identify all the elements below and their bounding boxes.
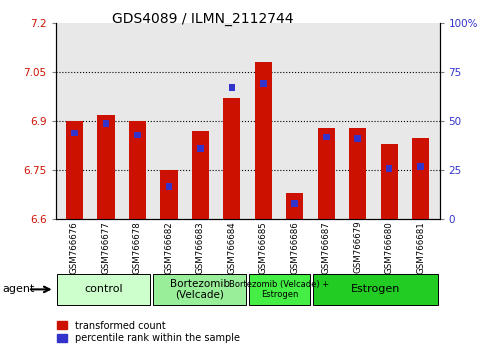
Bar	[286, 193, 303, 219]
Bar	[57, 274, 150, 305]
Bar	[412, 138, 429, 219]
Bar	[317, 128, 335, 219]
Bar	[102, 120, 109, 127]
Bar	[355, 136, 361, 142]
Bar	[381, 144, 398, 219]
Bar	[386, 165, 393, 172]
Bar	[71, 130, 78, 137]
Bar	[192, 131, 209, 219]
Bar	[349, 128, 366, 219]
Bar	[417, 163, 424, 170]
Bar	[313, 274, 438, 305]
Bar	[160, 170, 178, 219]
Text: Bortezomib
(Velcade): Bortezomib (Velcade)	[170, 279, 229, 300]
Text: GDS4089 / ILMN_2112744: GDS4089 / ILMN_2112744	[112, 12, 294, 27]
Bar	[260, 80, 267, 87]
Bar	[97, 115, 114, 219]
Text: Bortezomib (Velcade) +
Estrogen: Bortezomib (Velcade) + Estrogen	[229, 280, 329, 299]
Bar	[134, 132, 141, 138]
Bar	[129, 121, 146, 219]
Bar	[166, 183, 172, 189]
Bar	[323, 133, 329, 141]
Bar	[249, 274, 310, 305]
Legend: transformed count, percentile rank within the sample: transformed count, percentile rank withi…	[53, 317, 243, 347]
Bar	[197, 145, 204, 152]
Bar	[153, 274, 246, 305]
Bar	[228, 84, 235, 91]
Text: Estrogen: Estrogen	[351, 284, 400, 295]
Text: control: control	[84, 284, 123, 295]
Bar	[223, 98, 241, 219]
Bar	[255, 62, 272, 219]
Bar	[291, 200, 298, 207]
Bar	[66, 121, 83, 219]
Text: agent: agent	[2, 284, 35, 295]
